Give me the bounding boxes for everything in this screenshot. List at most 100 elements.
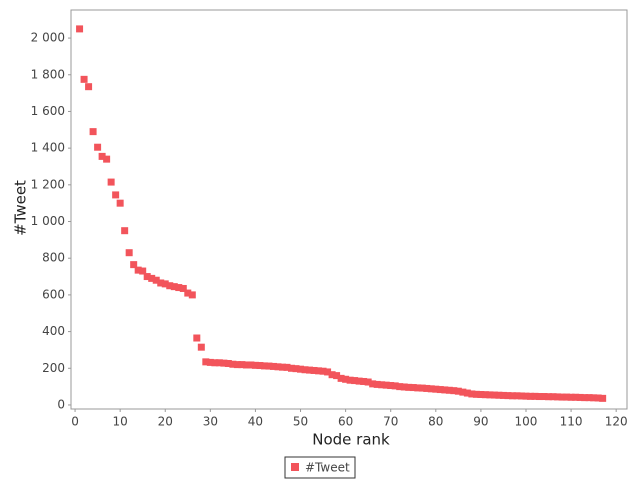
point <box>536 393 544 401</box>
point <box>342 375 350 383</box>
point <box>103 155 111 163</box>
point <box>206 358 214 366</box>
plot-area <box>70 9 628 410</box>
y-tick-label: 0 <box>57 397 65 411</box>
point <box>400 383 408 391</box>
point <box>517 392 525 400</box>
legend-swatch <box>291 463 299 471</box>
point <box>387 382 395 390</box>
x-tick-label: 60 <box>338 415 353 429</box>
point <box>139 267 147 275</box>
x-tick-label: 40 <box>248 415 263 429</box>
point <box>130 261 138 269</box>
point <box>405 383 413 391</box>
point <box>423 384 431 392</box>
point <box>94 143 102 151</box>
x-tick-label: 90 <box>473 415 488 429</box>
legend <box>284 456 356 479</box>
point <box>89 128 97 136</box>
point <box>445 386 453 394</box>
point <box>112 191 120 199</box>
point <box>315 367 323 375</box>
x-axis-title: Node rank <box>312 431 390 449</box>
point <box>215 359 223 367</box>
point <box>495 391 503 399</box>
y-axis-title: #Tweet <box>12 180 30 236</box>
point <box>436 386 444 394</box>
y-tick-label: 1 000 <box>31 214 65 228</box>
legend-label: #Tweet <box>305 461 350 475</box>
point <box>594 394 602 402</box>
y-tick-label: 800 <box>42 251 65 265</box>
point <box>242 361 250 369</box>
point <box>432 385 440 393</box>
point <box>333 372 341 380</box>
point <box>450 387 458 395</box>
point <box>288 364 296 372</box>
point <box>599 394 607 402</box>
point <box>229 360 237 368</box>
point <box>319 367 327 375</box>
point <box>360 377 368 385</box>
x-tick-label: 100 <box>515 415 538 429</box>
point <box>355 377 363 385</box>
point <box>454 387 462 395</box>
point <box>134 266 142 274</box>
point <box>427 385 435 393</box>
y-tick-label: 2 000 <box>31 31 65 45</box>
y-tick-label: 600 <box>42 287 65 301</box>
point <box>148 274 156 282</box>
point <box>545 393 553 401</box>
point <box>175 284 183 292</box>
y-tick-label: 400 <box>42 324 65 338</box>
point <box>274 363 282 371</box>
point <box>472 390 480 398</box>
point <box>522 392 530 400</box>
point <box>576 393 584 401</box>
point <box>297 365 305 373</box>
point <box>499 391 507 399</box>
point <box>563 393 571 401</box>
point <box>161 280 169 288</box>
point <box>306 366 314 374</box>
point <box>585 394 593 402</box>
point <box>238 361 246 369</box>
point <box>107 178 115 186</box>
x-tick-label: 120 <box>605 415 628 429</box>
point <box>188 291 196 299</box>
point <box>581 394 589 402</box>
x-tick-label: 70 <box>383 415 398 429</box>
point <box>85 83 93 91</box>
point <box>328 371 336 379</box>
point <box>98 152 106 160</box>
point <box>197 343 205 351</box>
point <box>378 381 386 389</box>
point <box>152 276 160 284</box>
point <box>265 362 273 370</box>
point <box>283 363 291 371</box>
point <box>554 393 562 401</box>
point <box>80 75 88 83</box>
point <box>373 380 381 388</box>
point <box>504 392 512 400</box>
point <box>193 334 201 342</box>
point <box>459 388 467 396</box>
point <box>531 392 539 400</box>
point <box>269 362 277 370</box>
point <box>396 383 404 391</box>
point <box>247 361 255 369</box>
point <box>414 384 422 392</box>
point <box>125 249 133 257</box>
y-tick-label: 1 200 <box>31 177 65 191</box>
point <box>184 289 192 297</box>
point <box>369 380 377 388</box>
point <box>391 382 399 390</box>
point <box>441 386 449 394</box>
point <box>418 384 426 392</box>
point <box>351 377 359 385</box>
point <box>468 390 476 398</box>
point <box>346 376 354 384</box>
point <box>260 362 268 370</box>
y-tick-label: 200 <box>42 361 65 375</box>
point <box>170 283 178 291</box>
